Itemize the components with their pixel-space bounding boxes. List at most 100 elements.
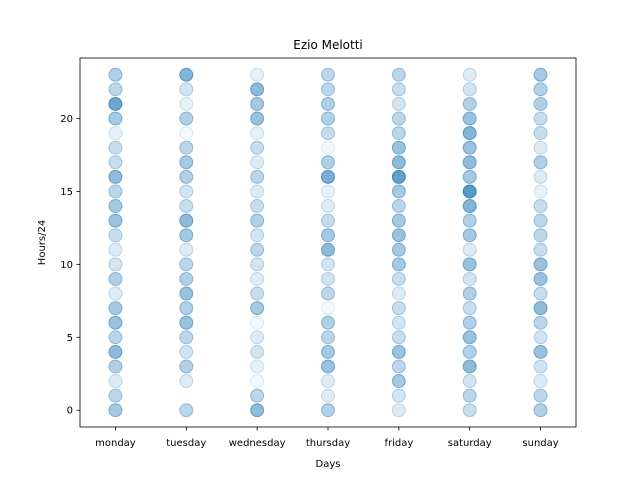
data-point [391,388,406,403]
data-point [462,126,477,141]
data-point [462,344,477,359]
data-point [533,330,548,345]
data-point [108,374,123,389]
data-point [391,199,406,214]
data-point [108,388,123,403]
data-point [250,374,265,389]
data-point [108,126,123,141]
data-point [179,301,194,316]
y-axis-label: Hours/24 [37,220,48,265]
data-point [321,213,335,228]
data-point [462,242,477,257]
data-point [108,140,123,155]
y-tick-label: 15 [60,187,73,198]
data-point [462,286,477,301]
data-point [250,257,265,272]
data-point [533,213,548,228]
data-point [250,82,265,97]
data-point [179,140,194,155]
data-point [321,315,335,330]
data-point [533,403,548,418]
data-point [108,344,123,359]
data-point [391,126,406,141]
data-point [321,67,335,82]
data-point [462,169,477,184]
data-point [533,140,548,155]
data-point [250,169,265,184]
data-point [391,301,406,316]
data-point [462,315,477,330]
data-point [391,96,406,111]
data-point [250,315,265,330]
x-tick-label: wednesday [229,438,286,449]
y-axis-ticks: 0 5 10 15 20 [60,114,80,417]
data-point [179,199,194,214]
data-point [250,330,265,345]
data-point [391,213,406,228]
data-point [391,242,406,257]
data-point [108,96,123,111]
data-point [179,96,194,111]
data-point [250,140,265,155]
x-tick-label: saturday [448,438,492,449]
data-point [179,242,194,257]
data-point [321,199,335,214]
data-point [321,330,335,345]
data-point [391,67,406,82]
data-point [533,359,548,374]
data-point [321,374,335,389]
data-point [250,242,265,257]
data-point [321,344,335,359]
data-point [108,199,123,214]
data-point [533,301,548,316]
data-point [321,96,335,111]
data-point [391,82,406,97]
data-point [108,228,123,243]
y-tick-label: 10 [60,260,73,271]
data-point [250,301,265,316]
data-point [250,344,265,359]
data-point [462,184,477,199]
data-point [108,213,123,228]
data-point [462,155,477,170]
data-point [250,228,265,243]
data-point [462,403,477,418]
data-point [179,82,194,97]
data-point [250,67,265,82]
data-point [533,184,548,199]
data-point [321,403,335,418]
data-point [179,286,194,301]
x-tick-label: sunday [522,438,558,449]
data-point [108,271,123,286]
data-point [108,242,123,257]
data-point [391,169,406,184]
data-point [321,286,335,301]
data-point [462,301,477,316]
data-point [179,403,194,418]
data-point [108,286,123,301]
data-point [321,242,335,257]
data-point [533,257,548,272]
data-point [391,257,406,272]
data-point [179,67,194,82]
data-point [108,315,123,330]
data-point [321,111,335,126]
x-tick-label: monday [95,438,136,449]
data-point [321,257,335,272]
x-tick-label: thursday [306,438,350,449]
data-point [108,111,123,126]
data-point [321,126,335,141]
data-point [321,301,335,316]
data-point [391,228,406,243]
data-point [533,228,548,243]
data-point [250,213,265,228]
data-point [250,359,265,374]
data-point [179,374,194,389]
x-axis-ticks: monday tuesday wednesday thursday friday satu… [95,427,559,449]
y-tick-label: 5 [67,333,73,344]
data-point [391,271,406,286]
data-point [179,126,194,141]
data-point [250,403,265,418]
data-point [533,169,548,184]
